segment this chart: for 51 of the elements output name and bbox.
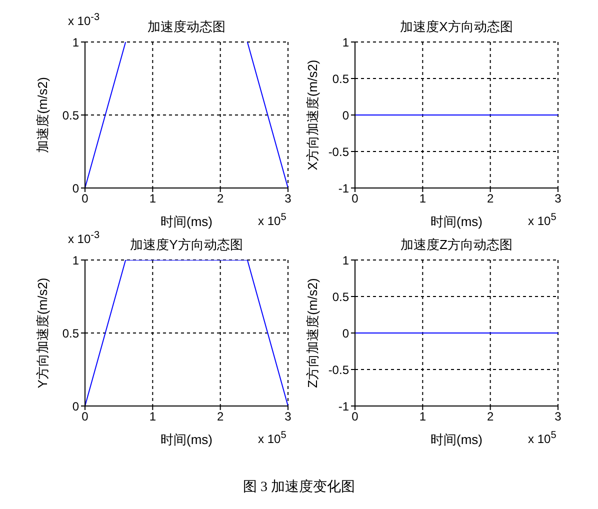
text: x 10$^{5}$ (528, 430, 556, 446)
x-tick-label: 3 (554, 410, 562, 424)
x-tick-label: 3 (284, 410, 292, 424)
y-tick-label: 0 (342, 326, 350, 340)
y-axis-title: X方向加速度(m/s2) (304, 60, 321, 170)
x-tick-label: 1 (419, 192, 426, 206)
y-tick-label: 0 (72, 399, 80, 414)
x-tick-label: 3 (284, 192, 292, 206)
y-axis-title: Y方向加速度(m/s2) (34, 278, 51, 388)
x-tick-label: 1 (149, 410, 156, 424)
text: x 10$^{5}$ (258, 212, 286, 228)
y-tick-label: -1 (338, 399, 350, 414)
text: x 10$^{5}$ (258, 430, 286, 446)
text: x 10$^{-3}$ (68, 12, 100, 28)
y-tick-label: 1 (342, 35, 350, 50)
x-tick-label: 1 (419, 410, 426, 424)
x-tick-label: 0 (352, 410, 359, 424)
text: 图 3 加速度变化图 (242, 478, 356, 496)
x-tick-label: 3 (554, 192, 562, 206)
y-tick-label: 0.5 (62, 108, 80, 122)
chart-title: 加速度动态图 (148, 19, 226, 34)
y-tick-label: 1 (72, 35, 80, 50)
chart-title: 加速度Z方向动态图 (400, 236, 514, 254)
y-axis-title: 加速度(m/s2) (34, 77, 51, 153)
y-tick-label: -0.5 (328, 144, 350, 159)
y-tick-label: 0.5 (62, 326, 80, 340)
chart-title: 加速度Y方向动态图 (130, 237, 243, 252)
x-axis-title: 时间(ms) (430, 432, 482, 447)
y-axis-title: Z方向加速度(m/s2) (304, 278, 321, 388)
x-tick-label: 2 (216, 192, 224, 206)
x-tick-label: 2 (486, 410, 494, 424)
y-tick-label: 0.5 (332, 72, 350, 86)
y-tick-label: -0.5 (328, 362, 350, 377)
text: x 10$^{-3}$ (68, 230, 100, 246)
x-tick-label: 2 (486, 192, 494, 206)
x-axis-title: 时间(ms) (160, 214, 212, 229)
x-tick-label: 0 (352, 192, 359, 206)
x-tick-label: 1 (149, 192, 156, 206)
chart-title: 加速度X方向动态图 (399, 18, 514, 36)
x-tick-label: 2 (216, 410, 224, 424)
y-tick-label: 0.5 (332, 290, 350, 304)
x-axis-title: 时间(ms) (160, 432, 212, 447)
y-tick-label: 0 (72, 181, 80, 196)
text: x 10$^{5}$ (528, 212, 556, 228)
x-tick-label: 0 (82, 410, 89, 424)
y-tick-label: 1 (342, 253, 350, 268)
x-tick-label: 0 (82, 192, 89, 206)
y-tick-label: 1 (72, 253, 80, 268)
y-tick-label: 0 (342, 108, 350, 122)
y-tick-label: -1 (338, 181, 350, 196)
x-axis-title: 时间(ms) (430, 214, 482, 229)
